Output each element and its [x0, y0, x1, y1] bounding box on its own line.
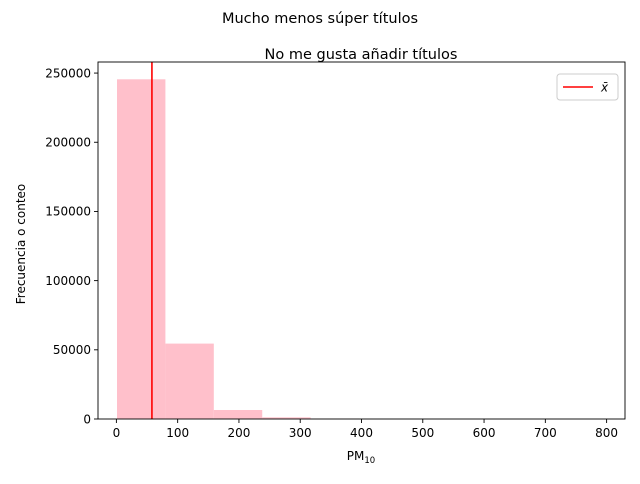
histogram-bar: [165, 344, 213, 419]
legend: x̄: [557, 74, 618, 100]
legend-mean-label: x̄: [600, 81, 609, 95]
x-axis-label-main: PM: [347, 449, 365, 463]
figure-suptitle: Mucho menos súper títulos: [222, 11, 418, 27]
y-tick-label: 50000: [53, 343, 91, 357]
histogram-bars: [117, 79, 601, 419]
y-tick-label: 150000: [45, 205, 91, 219]
histogram-bar: [117, 79, 165, 419]
x-axis-ticks: 0 100 200 300 400 500 600 700 800: [113, 419, 619, 440]
x-axis-label-subscript: 10: [364, 456, 375, 466]
x-tick-label: 200: [227, 426, 250, 440]
y-tick-label: 200000: [45, 136, 91, 150]
y-axis-ticks: 0 50000 100000 150000 200000 250000: [45, 66, 98, 426]
x-tick-label: 500: [411, 426, 434, 440]
x-tick-label: 300: [289, 426, 312, 440]
y-tick-label: 250000: [45, 66, 91, 80]
x-tick-label: 700: [534, 426, 557, 440]
y-tick-label: 0: [83, 412, 91, 426]
x-tick-label: 600: [473, 426, 496, 440]
x-tick-label: 100: [166, 426, 189, 440]
y-axis-label: Frecuencia o conteo: [14, 184, 28, 305]
x-axis-label: PM10: [347, 449, 375, 466]
x-tick-label: 400: [350, 426, 373, 440]
y-tick-label: 100000: [45, 274, 91, 288]
x-tick-label: 800: [595, 426, 618, 440]
x-tick-label: 0: [113, 426, 121, 440]
chart-title: No me gusta añadir títulos: [265, 47, 458, 63]
histogram-bar: [214, 410, 262, 419]
